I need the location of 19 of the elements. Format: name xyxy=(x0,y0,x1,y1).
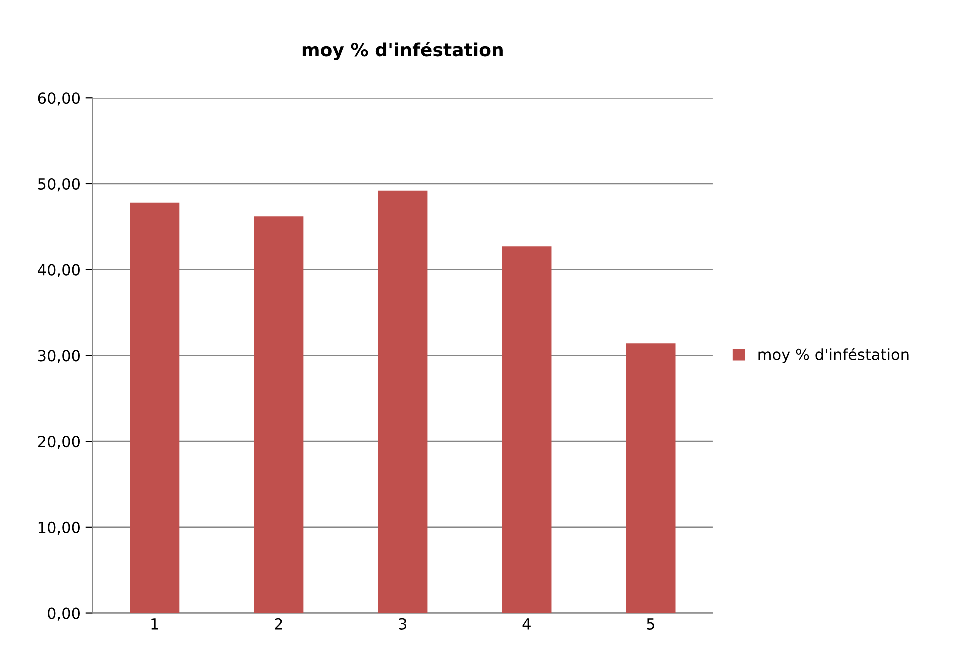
bar xyxy=(626,344,676,614)
x-tick-label: 2 xyxy=(275,618,282,630)
y-tick-label: 0,00 xyxy=(48,608,80,621)
y-tick-label: 10,00 xyxy=(38,522,80,535)
y-tick-label: 20,00 xyxy=(38,436,80,450)
x-tick-label: 3 xyxy=(399,618,407,630)
y-tick-label: 60,00 xyxy=(38,92,80,106)
x-tick-label: 4 xyxy=(522,618,531,630)
legend-label: moy % d'inféstation xyxy=(758,348,909,364)
bar xyxy=(130,202,180,614)
x-tick-label: 1 xyxy=(152,618,158,630)
y-tick-label: 30,00 xyxy=(38,350,80,364)
x-tick-label: 5 xyxy=(647,618,654,630)
chart-title: moy % d'inféstation xyxy=(302,42,503,60)
bar xyxy=(502,246,552,614)
y-tick-label: 40,00 xyxy=(38,264,80,278)
y-tick-label: 50,00 xyxy=(38,178,80,192)
bar xyxy=(378,190,428,614)
bar xyxy=(254,216,304,614)
